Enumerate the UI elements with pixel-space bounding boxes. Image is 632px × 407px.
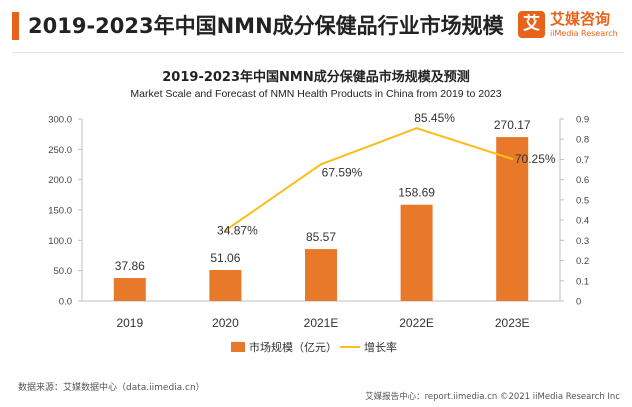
y-tick-label-right: 0.8 [576, 135, 589, 146]
y-tick-label-left: 50.0 [54, 266, 73, 277]
y-tick-label-right: 0.6 [576, 175, 589, 186]
y-tick-label-left: 100.0 [48, 236, 72, 247]
y-tick-label-right: 0.4 [576, 216, 589, 227]
logo-icon: 艾 [518, 11, 545, 38]
legend-bar-swatch [231, 342, 245, 352]
x-tick-label: 2020 [212, 316, 239, 330]
y-tick-label-left: 300.0 [48, 115, 72, 126]
y-tick-label-right: 0.9 [576, 115, 589, 126]
growth-rate-line [224, 127, 513, 232]
bar-2023E [496, 137, 529, 301]
chart-subtitle: Market Scale and Forecast of NMN Health … [130, 88, 502, 100]
y-tick-label-right: 0.5 [576, 195, 589, 206]
y-tick-label-left: 200.0 [48, 175, 72, 186]
growth-rate-label: 70.25% [515, 152, 556, 166]
chart-title: 2019-2023年中国NMN成分保健品市场规模及预测 [162, 70, 470, 85]
growth-rate-point [319, 163, 323, 166]
y-tick-label-left: 250.0 [48, 145, 72, 156]
y-tick-label-right: 0.7 [576, 155, 589, 166]
y-tick-label-right: 0 [576, 297, 581, 308]
y-tick-label-right: 0.1 [576, 276, 589, 287]
bar-value-label: 51.06 [210, 251, 240, 265]
bar-value-label: 270.17 [494, 118, 531, 132]
x-tick-label: 2023E [495, 316, 530, 330]
bar-value-label: 85.57 [306, 230, 336, 244]
growth-rate-point [415, 127, 418, 130]
growth-rate-label: 34.87% [217, 223, 258, 237]
header: 2019-2023年中国NMN成分保健品行业市场规模 艾 艾媒咨询 iiMedi… [0, 0, 632, 52]
bar-2021E [305, 249, 337, 301]
x-tick-label: 2022E [399, 316, 434, 330]
bar-2020 [209, 270, 242, 301]
growth-rate-point [224, 229, 227, 232]
legend-line-label: 增长率 [364, 340, 397, 354]
y-tick-label-right: 0.2 [576, 256, 589, 267]
growth-rate-label: 85.45% [414, 111, 455, 125]
growth-rate-point [511, 157, 514, 161]
header-divider [12, 52, 624, 53]
bar-2019 [113, 278, 146, 301]
growth-rate-label: 67.59% [322, 165, 363, 179]
y-tick-label-left: 0.0 [59, 297, 72, 308]
title-accent-bar [12, 12, 19, 40]
bar-2022E [400, 204, 433, 301]
brand-logo: 艾 艾媒咨询 iiMedia Research [518, 8, 624, 46]
y-tick-label-left: 150.0 [48, 206, 72, 217]
chart-area: 0.0 50.0 100.0 150.0 200.0 250.0 300.0 0 0.1 0.2 0… [48, 111, 589, 354]
x-tick-label: 2019 [116, 316, 143, 330]
x-tick-label: 2021E [304, 316, 339, 330]
logo-name-en: iiMedia Research [550, 29, 618, 38]
legend-bar-label: 市场规模（亿元） [249, 340, 337, 354]
y-tick-label-right: 0.3 [576, 236, 589, 247]
data-source: 数据来源：艾媒数据中心（data.iimedia.cn） [18, 383, 205, 393]
page-title: 2019-2023年中国NMN成分保健品行业市场规模 [28, 14, 504, 38]
logo-name-cn: 艾媒咨询 [550, 10, 611, 28]
bar-value-label: 158.69 [398, 186, 435, 200]
report-center: 艾媒报告中心：report.iimedia.cn ©2021 iiMedia R… [365, 392, 620, 402]
bar-value-label: 37.86 [115, 259, 145, 273]
